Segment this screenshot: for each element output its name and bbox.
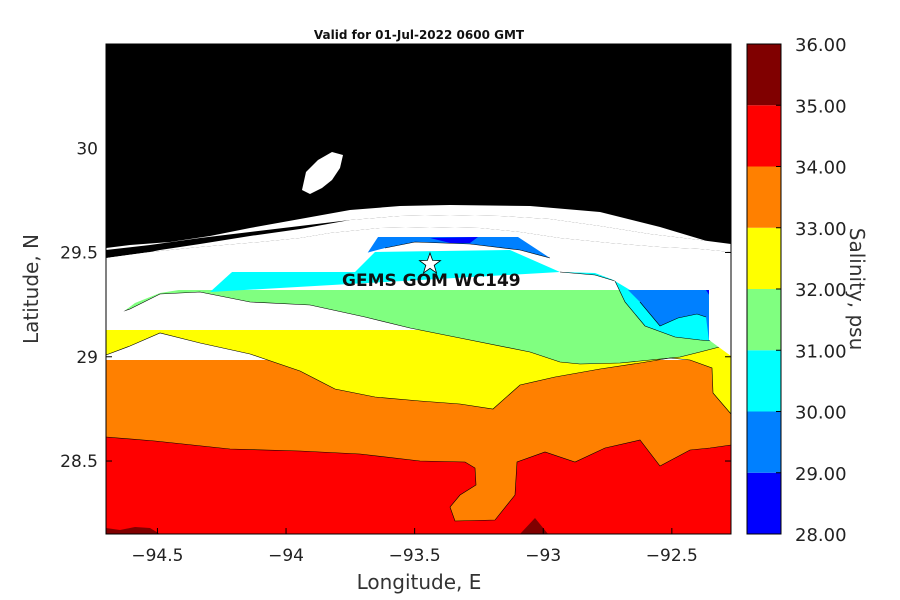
contour-lines: [105, 241, 732, 522]
salinity-band-30-31: [210, 272, 731, 342]
colorbar-label: 36.00: [795, 35, 847, 56]
colorbar-swatch: [747, 350, 781, 412]
x-tick-label: −93: [525, 546, 561, 566]
colorbar-label: 30.00: [795, 403, 847, 424]
colorbar-label: 29.00: [795, 464, 847, 485]
x-tick-label: −92.5: [646, 546, 698, 566]
colorbar-swatch: [747, 411, 781, 473]
salinity-band-31-32: [106, 290, 731, 364]
coast-white-edge: [106, 215, 731, 258]
salinity-band-30-31b: [355, 250, 560, 272]
nodata-right-coast: [709, 290, 731, 356]
x-tick-label: −93.5: [389, 546, 441, 566]
colorbar-label: 34.00: [795, 158, 847, 179]
contour-line-33: [105, 332, 732, 415]
y-tick-label: 29: [76, 348, 98, 368]
x-axis-ticks: −94.5 −94 −93.5 −93 −92.5: [131, 44, 698, 566]
colorbar-swatch: [747, 105, 781, 167]
plot-frame: [105, 43, 732, 535]
y-tick-label: 30: [76, 139, 98, 159]
colorbar-label: 32.00: [795, 280, 847, 301]
contour-line-34: [105, 436, 732, 522]
plot-area: [105, 43, 732, 535]
y-tick-label: 28.5: [60, 452, 98, 472]
salinity-band-29-30b: [628, 290, 731, 341]
colorbar-swatch: [747, 44, 781, 106]
land-mass: [106, 44, 731, 248]
x-tick-label: −94: [268, 546, 304, 566]
nodata-coastal-band: [106, 272, 731, 290]
island-white: [302, 152, 343, 194]
colorbar-swatch: [747, 227, 781, 289]
nodata-left-coast: [106, 225, 378, 330]
plot-title: Valid for 01-Jul-2022 0600 GMT: [314, 28, 525, 42]
site-marker: GEMS GOM WC149: [342, 251, 521, 291]
colorbar-swatch: [747, 472, 781, 534]
colorbar-label: 31.00: [795, 341, 847, 362]
x-axis-title: Longitude, E: [357, 570, 482, 594]
colorbar: 28.00 29.00 30.00 31.00 32.00 33.00 34.00 35.00…: [746, 35, 847, 546]
colorbar-label: 33.00: [795, 219, 847, 240]
contour-line-32: [105, 291, 732, 365]
salinity-band-29-30: [355, 237, 550, 258]
colorbar-title: Salinity, psu: [845, 228, 869, 350]
site-label: GEMS GOM WC149: [342, 271, 521, 291]
y-axis-title: Latitude, N: [19, 234, 43, 344]
star-icon: [418, 251, 442, 274]
y-tick-label: 29.5: [60, 244, 98, 264]
colorbar-label: 28.00: [795, 525, 847, 546]
contour-line-31: [559, 271, 726, 343]
colorbar-swatch: [747, 166, 781, 228]
salinity-band-33-34: [106, 360, 731, 521]
x-tick-label: −94.5: [131, 546, 183, 566]
salinity-band-28-29: [430, 237, 478, 243]
contour-line-30: [384, 241, 707, 327]
colorbar-label: 35.00: [795, 96, 847, 117]
colorbar-swatch: [747, 289, 781, 351]
y-axis-ticks: 30 29.5 29 28.5: [60, 139, 731, 472]
